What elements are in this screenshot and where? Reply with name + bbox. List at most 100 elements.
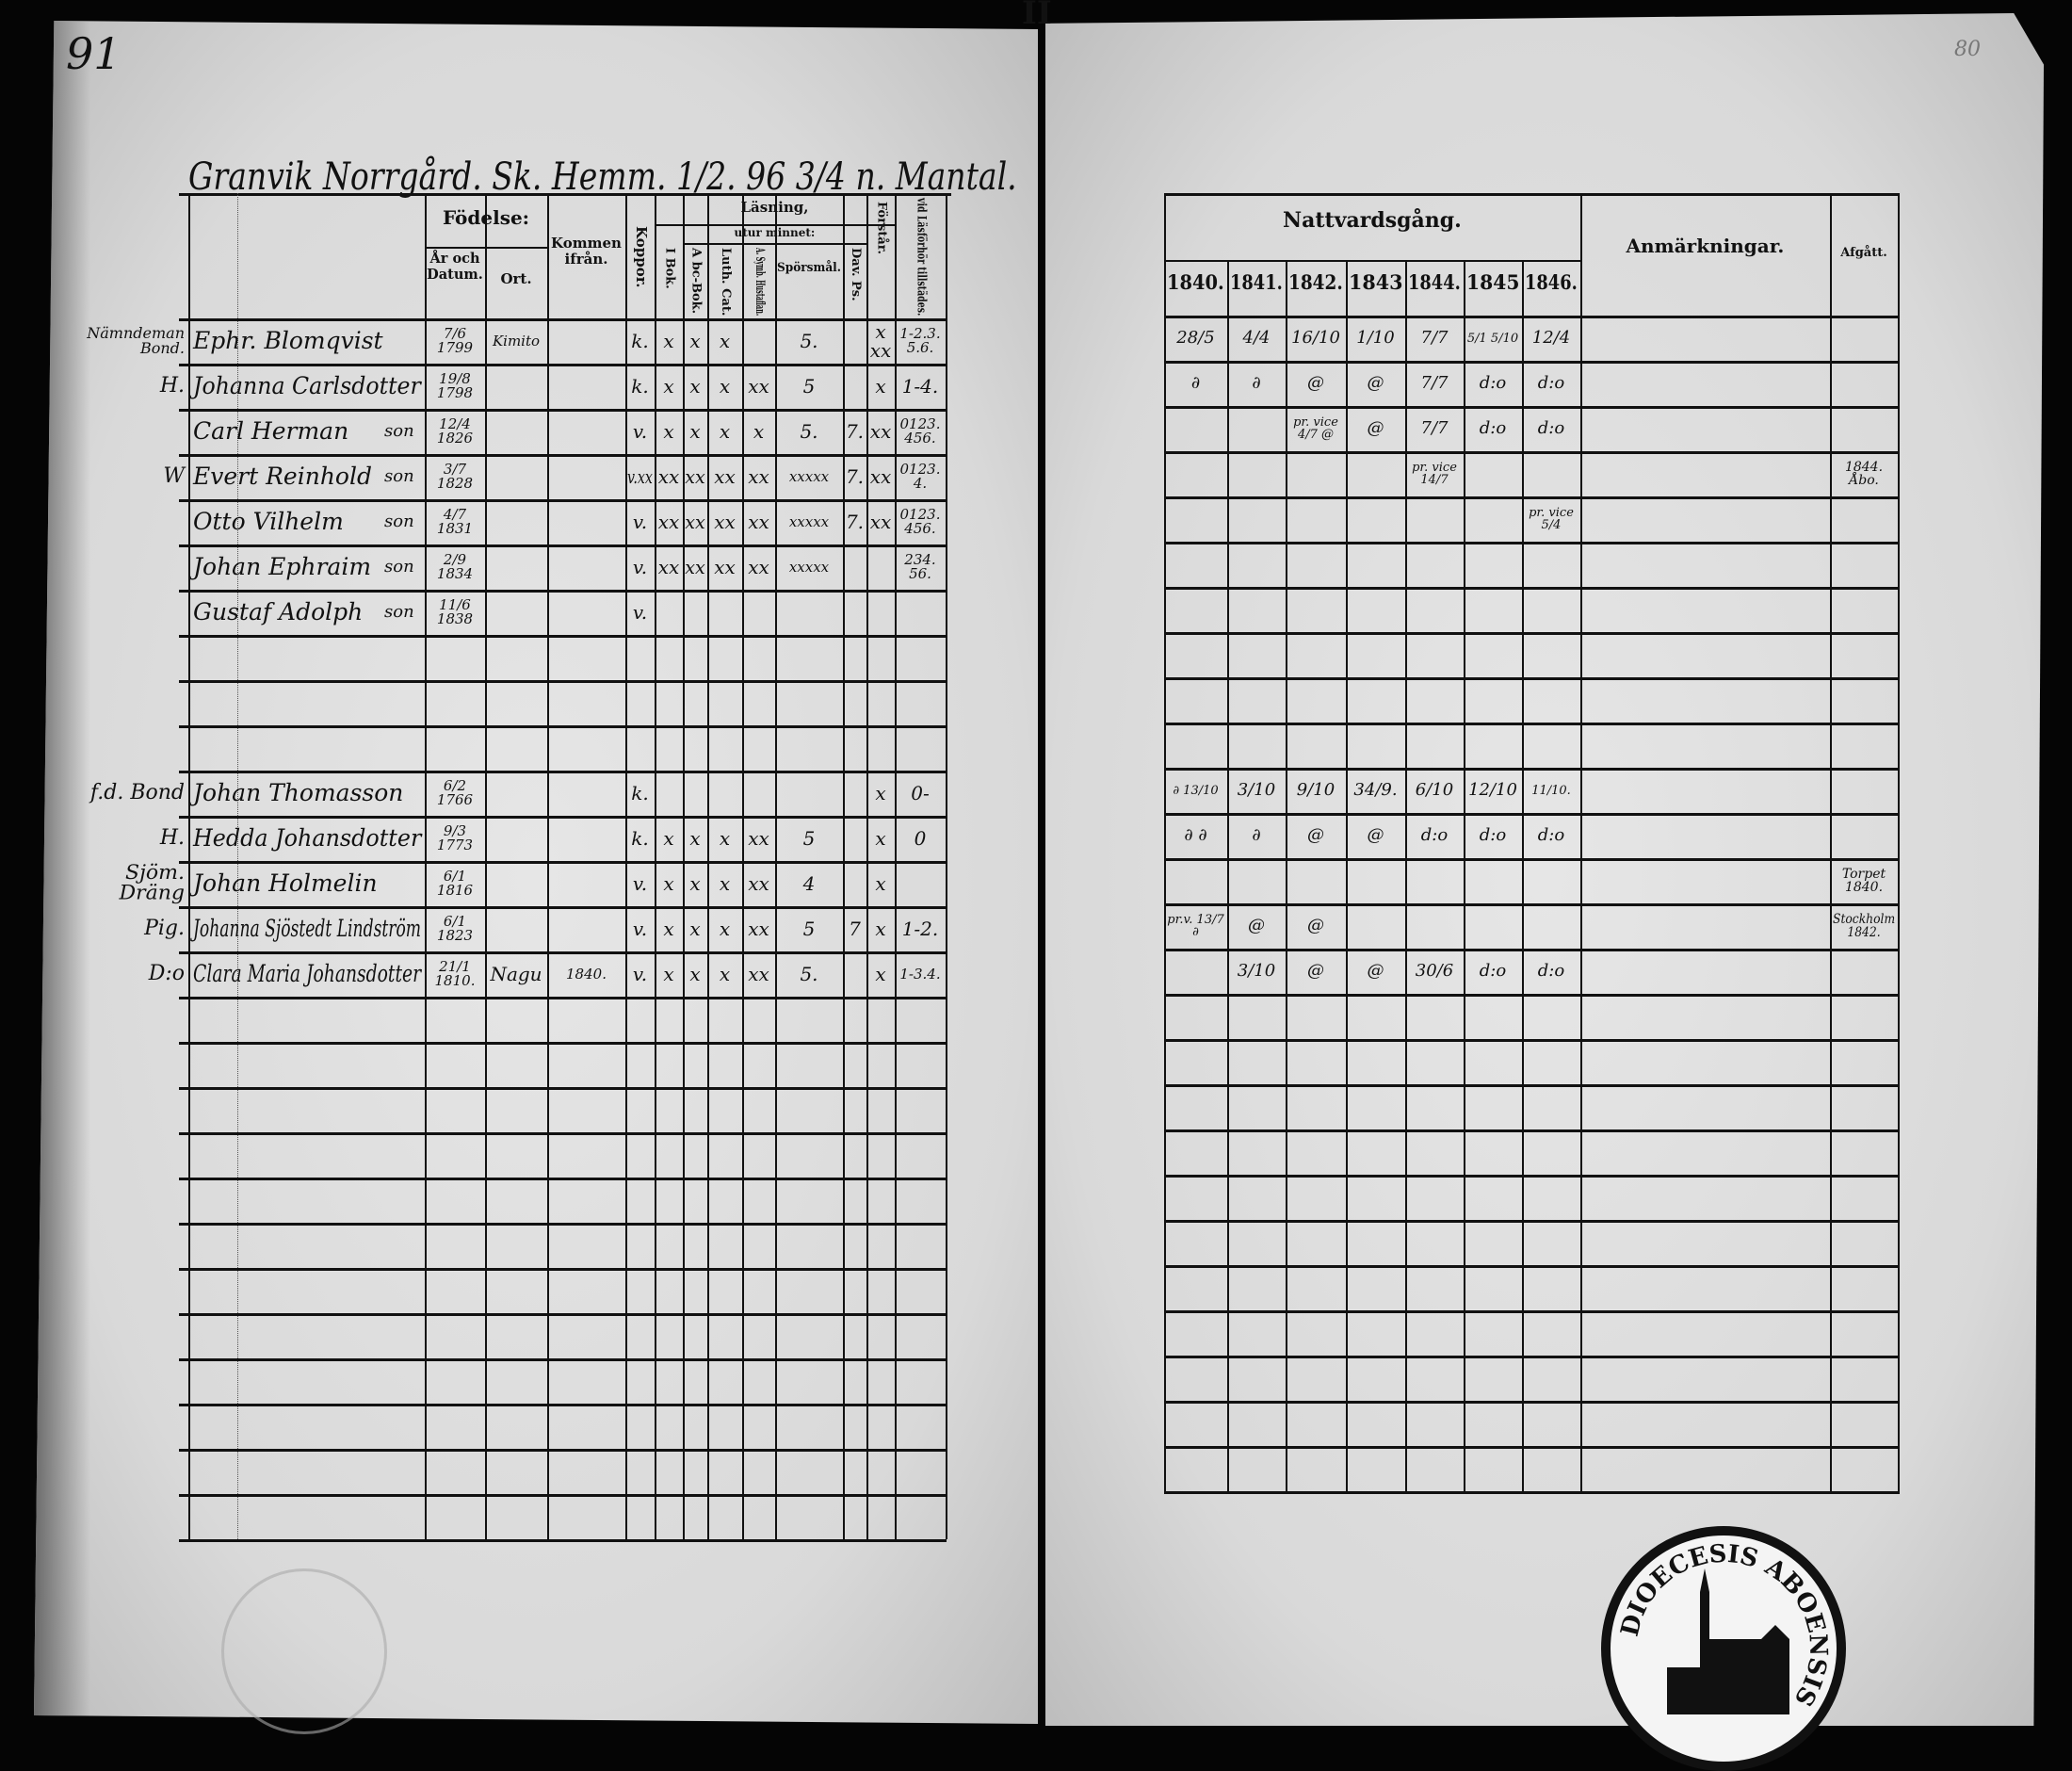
row-name: Johan Ephraim [193, 553, 372, 580]
column-rule [547, 193, 549, 1539]
row-rule [1164, 1491, 1900, 1494]
header-birth-date: År och Datum. [427, 250, 483, 284]
row-name: Johan Holmelin [193, 869, 378, 897]
communion-entry: ∂ [1252, 825, 1261, 845]
row-name: Hedda Johansdotter [193, 824, 422, 852]
communion-entry: @ [1248, 916, 1265, 935]
row-cell: xx [714, 464, 736, 488]
row-rule [1164, 1175, 1900, 1178]
page-number-left: 91 [66, 28, 121, 79]
row-cell: 1-4. [901, 374, 939, 398]
communion-entry: ∂ 13/10 [1173, 783, 1219, 798]
row-cell: 5. [800, 962, 818, 985]
row-rule [179, 1449, 947, 1452]
row-cell: 2/9 1834 [436, 551, 474, 582]
row-cell: x [875, 962, 886, 985]
row-rule [179, 544, 947, 547]
communion-entry: 28/5 [1176, 328, 1215, 348]
row-rule [1164, 949, 1900, 951]
row-cell: 1-2.3. 5.6. [899, 325, 941, 356]
communion-entry: 9/10 [1296, 780, 1335, 800]
row-rule [179, 861, 947, 864]
row-rule [179, 1268, 947, 1271]
row-cell: x [663, 374, 674, 398]
column-rule [775, 193, 777, 1539]
row-rule [1164, 813, 1900, 816]
row-rule [1164, 1084, 1900, 1087]
row-rule [1164, 858, 1900, 861]
column-rule [625, 193, 627, 1539]
communion-entry: @ [1367, 825, 1384, 845]
row-cell: 12/4 1826 [436, 415, 474, 447]
header-subrule [425, 247, 547, 249]
row-cell: x [719, 917, 731, 940]
row-cell: Nagu [490, 962, 542, 985]
page-number-center: II [1022, 0, 1052, 32]
row-rule [179, 725, 947, 728]
column-rule [946, 193, 947, 1539]
row-cell: x [689, 419, 701, 443]
row-name: Evert Reinhold [193, 463, 372, 490]
row-rule [179, 1223, 947, 1226]
row-cell: 5. [800, 329, 818, 352]
column-rule [1580, 193, 1582, 1491]
header-remarks: Anmärkningar. [1626, 235, 1785, 257]
header-dav-ps: Dav. Ps. [848, 248, 863, 301]
column-rule [188, 193, 190, 1539]
row-cell: v. [632, 962, 648, 985]
row-cell: 0123. 4. [899, 461, 941, 492]
column-rule [1346, 260, 1348, 1491]
row-cell: x [689, 374, 701, 398]
row-role: H. [159, 826, 185, 850]
row-cell: x [663, 962, 674, 985]
column-rule [1522, 260, 1524, 1491]
left-page [34, 21, 1038, 1724]
row-rule [179, 1313, 947, 1316]
communion-entry: 6/10 [1415, 780, 1454, 800]
row-rule [179, 1178, 947, 1180]
communion-entry: d:o [1479, 825, 1507, 845]
row-cell: v. [632, 917, 648, 940]
row-cell: x [719, 419, 731, 443]
column-rule [1286, 260, 1287, 1491]
communion-entry: 4/4 [1242, 328, 1271, 348]
row-cell: 0 [914, 826, 927, 850]
communion-entry: 7/7 [1420, 328, 1449, 348]
header-subrule [1164, 260, 1580, 262]
header-year: 1843 [1349, 270, 1403, 294]
row-cell: xx [685, 555, 705, 578]
row-cell: x [663, 871, 674, 895]
communion-entry: d:o [1479, 373, 1507, 393]
row-rule [179, 1358, 947, 1361]
row-rule [1164, 1039, 1900, 1042]
header-sporsmal: Spörsmål. [777, 261, 841, 275]
row-rule [179, 951, 947, 954]
row-cell: x [689, 962, 701, 985]
row-cell: x [719, 962, 731, 985]
row-cell: 7/6 1799 [436, 325, 474, 356]
row-role: f.d. Bond [89, 781, 185, 804]
row-cell: 1-3.4. [899, 965, 941, 983]
row-cell: k. [631, 329, 649, 352]
row-rule [179, 1494, 947, 1497]
row-rule [179, 771, 947, 773]
row-cell: k. [631, 826, 649, 850]
row-rule [179, 680, 947, 683]
row-role: Sjöm. Dräng [119, 862, 185, 904]
row-cell: xx [748, 826, 769, 850]
row-name: Clara Maria Johansdotter [193, 960, 422, 987]
row-cell: xx [748, 464, 769, 488]
row-rule [1164, 903, 1900, 906]
row-cell: xx [748, 871, 769, 895]
row-cell: x [689, 917, 701, 940]
header-vid-lasforhor: vid Läsförhör tillstädes. [914, 198, 929, 317]
row-cell: 0- [911, 781, 930, 804]
header-symb: A. Symb. Hustaflan. [752, 248, 767, 317]
row-cell: 5 [802, 826, 816, 850]
column-rule [655, 193, 656, 1539]
communion-entry: 12/10 [1468, 780, 1517, 800]
row-cell: x [663, 419, 674, 443]
row-name: Johanna Carlsdotter [193, 372, 421, 399]
column-rule [1464, 260, 1465, 1491]
row-relation: son [384, 512, 414, 531]
